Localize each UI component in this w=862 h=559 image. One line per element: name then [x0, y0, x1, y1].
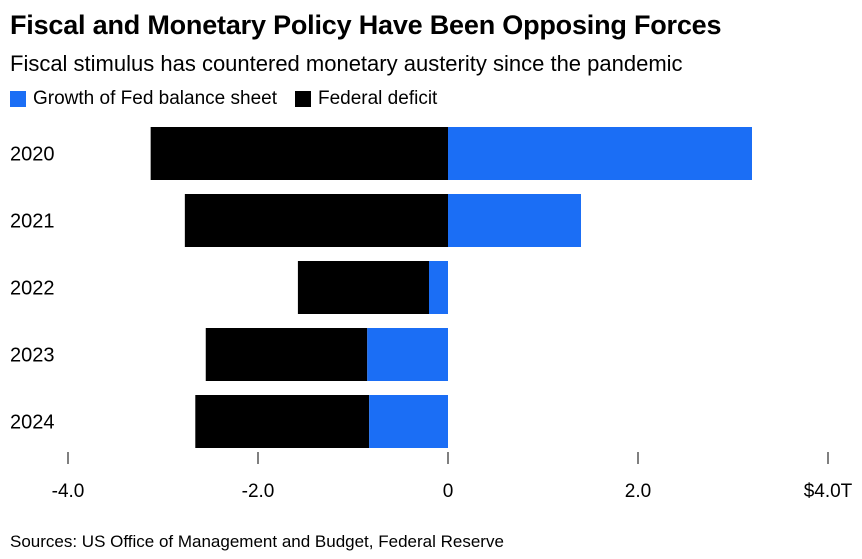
- legend-label-deficit: Federal deficit: [317, 88, 438, 109]
- x-tick-label: -4.0: [52, 481, 85, 502]
- bar-fed: [448, 127, 752, 180]
- bar-fed: [369, 395, 448, 448]
- category-label: 2022: [10, 278, 55, 300]
- bar-deficit: [297, 261, 429, 314]
- legend: Growth of Fed balance sheet Federal defi…: [10, 88, 455, 110]
- category-label: 2024: [10, 412, 55, 434]
- x-tick-label: $4.0T: [804, 481, 853, 502]
- bar-deficit: [195, 395, 370, 448]
- x-tick-label: -2.0: [242, 481, 275, 502]
- bar-fed: [448, 194, 581, 247]
- legend-swatch-fed: [10, 91, 26, 107]
- x-tick-label: 0: [443, 481, 454, 502]
- legend-item-deficit: Federal deficit: [294, 88, 438, 110]
- category-label: 2021: [10, 211, 55, 233]
- chart-title: Fiscal and Monetary Policy Have Been Opp…: [10, 10, 722, 40]
- bar-deficit: [184, 194, 448, 247]
- source-note: Sources: US Office of Management and Bud…: [10, 532, 504, 551]
- legend-label-fed: Growth of Fed balance sheet: [33, 88, 277, 109]
- legend-swatch-deficit: [294, 91, 311, 107]
- bar-deficit: [150, 127, 448, 180]
- legend-item-fed: Growth of Fed balance sheet: [10, 88, 277, 110]
- bar-fed: [429, 261, 448, 314]
- bar-fed: [367, 328, 448, 381]
- category-label: 2023: [10, 345, 55, 367]
- category-label: 2020: [10, 144, 55, 166]
- bar-deficit: [205, 328, 368, 381]
- chart-subtitle: Fiscal stimulus has countered monetary a…: [10, 51, 683, 76]
- x-tick-label: 2.0: [625, 481, 651, 502]
